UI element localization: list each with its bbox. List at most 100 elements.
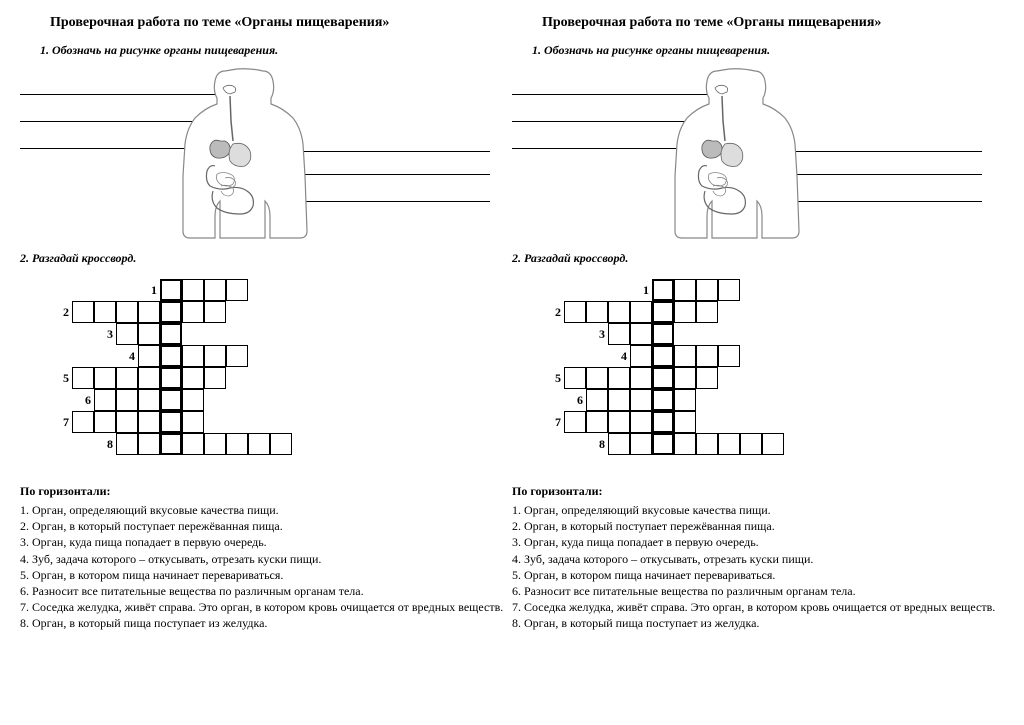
crossword-row: 1	[542, 279, 806, 301]
crossword-cell[interactable]	[630, 301, 652, 323]
row-number: 2	[50, 301, 72, 323]
crossword-cell[interactable]	[116, 433, 138, 455]
crossword-cell[interactable]	[160, 345, 182, 367]
crossword-cell[interactable]	[182, 345, 204, 367]
crossword-cell[interactable]	[72, 411, 94, 433]
crossword-cell[interactable]	[204, 279, 226, 301]
crossword-cell[interactable]	[674, 389, 696, 411]
crossword-cell[interactable]	[652, 301, 674, 323]
crossword-cell[interactable]	[160, 389, 182, 411]
crossword-cell[interactable]	[204, 367, 226, 389]
crossword-cell[interactable]	[608, 323, 630, 345]
crossword-cell[interactable]	[72, 367, 94, 389]
crossword-cell[interactable]	[674, 367, 696, 389]
crossword-cell[interactable]	[72, 301, 94, 323]
task2-label: 2. Разгадай кроссворд.	[512, 251, 1004, 266]
clue-text: 2. Орган, в который поступает пережёванн…	[512, 518, 1004, 534]
crossword-cell[interactable]	[586, 389, 608, 411]
row-number: 4	[608, 345, 630, 367]
crossword-cell[interactable]	[696, 433, 718, 455]
crossword-cell[interactable]	[160, 323, 182, 345]
crossword-cell[interactable]	[116, 323, 138, 345]
crossword-cell[interactable]	[160, 411, 182, 433]
crossword-cell[interactable]	[718, 345, 740, 367]
crossword-cell[interactable]	[116, 367, 138, 389]
crossword-cell[interactable]	[138, 367, 160, 389]
crossword-cell[interactable]	[160, 433, 182, 455]
crossword-cell[interactable]	[652, 279, 674, 301]
crossword-cell[interactable]	[182, 301, 204, 323]
crossword-cell[interactable]	[564, 411, 586, 433]
crossword-cell[interactable]	[204, 433, 226, 455]
crossword-cell[interactable]	[226, 433, 248, 455]
crossword: 12345678	[512, 274, 1004, 474]
crossword-cell[interactable]	[94, 411, 116, 433]
crossword-cell[interactable]	[248, 433, 270, 455]
crossword-cell[interactable]	[160, 367, 182, 389]
crossword-cell[interactable]	[652, 345, 674, 367]
crossword-cell[interactable]	[138, 323, 160, 345]
crossword-cell[interactable]	[696, 345, 718, 367]
crossword-cell[interactable]	[630, 411, 652, 433]
crossword-cell[interactable]	[652, 323, 674, 345]
crossword-cell[interactable]	[696, 367, 718, 389]
crossword-cell[interactable]	[564, 367, 586, 389]
crossword-cell[interactable]	[182, 433, 204, 455]
crossword-cell[interactable]	[204, 301, 226, 323]
crossword-row: 2	[50, 301, 314, 323]
crossword-cell[interactable]	[94, 301, 116, 323]
crossword-cell[interactable]	[94, 389, 116, 411]
crossword-cell[interactable]	[138, 345, 160, 367]
crossword-cell[interactable]	[674, 279, 696, 301]
crossword-cell[interactable]	[718, 279, 740, 301]
crossword-cell[interactable]	[630, 323, 652, 345]
crossword-cell[interactable]	[564, 301, 586, 323]
crossword-cell[interactable]	[182, 367, 204, 389]
crossword-cell[interactable]	[608, 389, 630, 411]
crossword-cell[interactable]	[674, 411, 696, 433]
crossword-cell[interactable]	[696, 279, 718, 301]
crossword-cell[interactable]	[630, 389, 652, 411]
crossword-cell[interactable]	[652, 433, 674, 455]
crossword-cell[interactable]	[94, 367, 116, 389]
crossword-cell[interactable]	[652, 389, 674, 411]
crossword-cell[interactable]	[226, 345, 248, 367]
crossword-cell[interactable]	[116, 411, 138, 433]
crossword-cell[interactable]	[652, 411, 674, 433]
crossword-cell[interactable]	[138, 301, 160, 323]
crossword-cell[interactable]	[586, 367, 608, 389]
crossword-cell[interactable]	[608, 433, 630, 455]
crossword-cell[interactable]	[696, 301, 718, 323]
crossword-cell[interactable]	[182, 411, 204, 433]
crossword-cell[interactable]	[762, 433, 784, 455]
crossword-cell[interactable]	[138, 433, 160, 455]
crossword-cell[interactable]	[630, 367, 652, 389]
crossword-cell[interactable]	[204, 345, 226, 367]
page-title: Проверочная работа по теме «Органы пищев…	[512, 15, 1004, 31]
crossword-cell[interactable]	[630, 345, 652, 367]
crossword-cell[interactable]	[116, 389, 138, 411]
crossword-cell[interactable]	[270, 433, 292, 455]
crossword-cell[interactable]	[652, 367, 674, 389]
crossword-cell[interactable]	[608, 411, 630, 433]
crossword-cell[interactable]	[718, 433, 740, 455]
row-number: 8	[586, 433, 608, 455]
crossword-cell[interactable]	[608, 301, 630, 323]
crossword-cell[interactable]	[182, 389, 204, 411]
clue-text: 3. Орган, куда пища попадает в первую оч…	[20, 534, 512, 550]
crossword-cell[interactable]	[586, 301, 608, 323]
crossword-cell[interactable]	[160, 301, 182, 323]
crossword-cell[interactable]	[226, 279, 248, 301]
crossword-cell[interactable]	[586, 411, 608, 433]
crossword-cell[interactable]	[674, 433, 696, 455]
crossword-cell[interactable]	[740, 433, 762, 455]
crossword-cell[interactable]	[674, 301, 696, 323]
crossword-cell[interactable]	[160, 279, 182, 301]
crossword-cell[interactable]	[674, 345, 696, 367]
crossword-cell[interactable]	[630, 433, 652, 455]
crossword-cell[interactable]	[608, 367, 630, 389]
crossword-cell[interactable]	[182, 279, 204, 301]
crossword-cell[interactable]	[138, 389, 160, 411]
crossword-cell[interactable]	[138, 411, 160, 433]
crossword-cell[interactable]	[116, 301, 138, 323]
